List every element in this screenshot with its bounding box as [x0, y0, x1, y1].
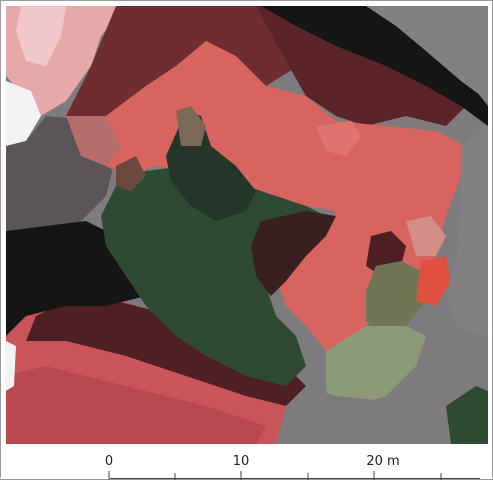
region-black-top [261, 6, 488, 126]
region-orange-red [416, 256, 451, 306]
region-gray-right-edge [446, 126, 488, 336]
region-dark-red-right [256, 6, 466, 126]
region-white-edge [6, 341, 16, 391]
region-pale-pink [16, 6, 66, 66]
region-maroon-band [26, 296, 306, 406]
region-gray-top-right [366, 6, 488, 101]
region-salmon-accent [316, 121, 361, 156]
region-white-patch [6, 81, 41, 146]
region-pinkish-right [406, 216, 446, 256]
region-gray-bottom-right [286, 326, 488, 444]
scale-label-0: 0 [105, 454, 113, 469]
region-dark-maroon-mid [251, 211, 336, 296]
region-olive-top [176, 106, 206, 146]
region-salmon-dark [66, 116, 121, 166]
scale-bar: 0 10 20 m [0, 454, 493, 480]
scale-label-20: 20 m [366, 454, 399, 469]
region-sage [326, 326, 426, 406]
segmented-map [6, 6, 488, 444]
region-crimson-bottom [6, 366, 266, 444]
scale-label-10: 10 [233, 454, 250, 469]
region-forest-green [101, 146, 326, 386]
region-brown-accent [116, 156, 146, 191]
region-olive-right [366, 261, 426, 336]
region-dark-green-corner [446, 386, 488, 444]
